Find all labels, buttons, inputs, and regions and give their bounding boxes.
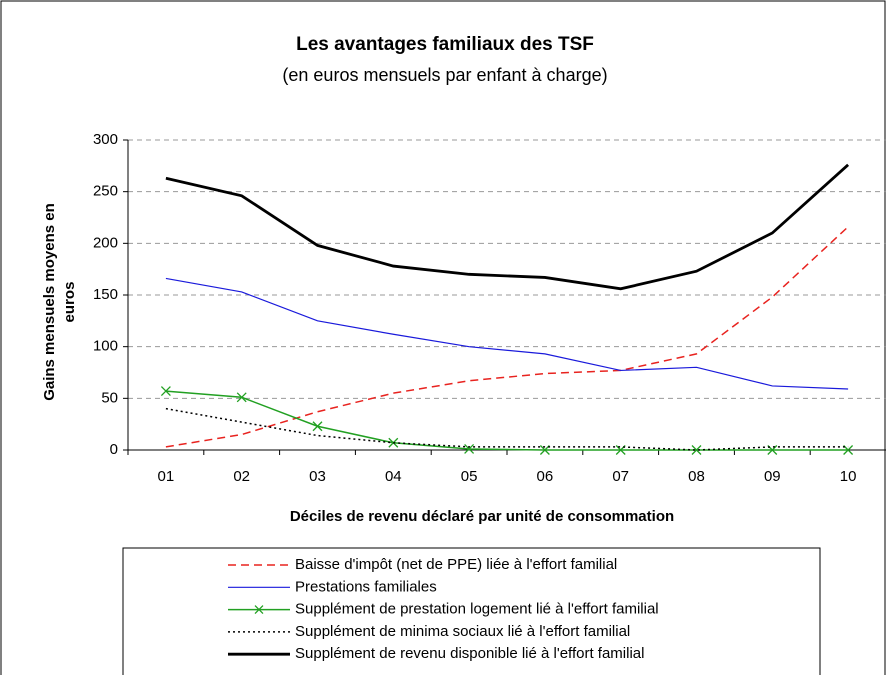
y-axis-label: Gains mensuels moyens en euros xyxy=(41,203,78,401)
chart-title: Les avantages familiaux des TSF xyxy=(296,34,594,55)
series-line xyxy=(165,407,849,451)
point-marker xyxy=(464,444,475,454)
x-tick-label: 10 xyxy=(840,468,857,485)
point-marker xyxy=(843,445,854,455)
x-tick-label: 07 xyxy=(612,468,629,485)
x-tick-label: 08 xyxy=(688,468,705,485)
series-line xyxy=(165,226,849,448)
y-tick-label: 50 xyxy=(101,389,118,406)
legend-label: Prestations familiales xyxy=(295,578,437,595)
point-marker xyxy=(236,392,247,403)
y-tick-label: 200 xyxy=(93,234,118,251)
series-line xyxy=(165,390,849,451)
legend-label: Baisse d'impôt (net de PPE) liée à l'eff… xyxy=(295,556,617,573)
series-line xyxy=(165,163,850,291)
x-tick-label: 03 xyxy=(309,468,326,485)
x-tick-label: 01 xyxy=(158,468,175,485)
legend-marker xyxy=(254,605,264,615)
x-tick-label: 05 xyxy=(461,468,478,485)
y-tick-label: 0 xyxy=(110,441,118,458)
point-marker xyxy=(691,445,702,455)
series-line xyxy=(165,277,849,390)
legend-label: Supplément de prestation logement lié à … xyxy=(295,601,659,618)
x-tick-label: 06 xyxy=(537,468,554,485)
x-tick-label: 04 xyxy=(385,468,402,485)
point-marker xyxy=(539,445,550,455)
point-marker xyxy=(160,386,171,397)
chart-subtitle: (en euros mensuels par enfant à charge) xyxy=(282,65,607,85)
y-tick-label: 150 xyxy=(93,286,118,303)
y-tick-label: 100 xyxy=(93,338,118,355)
x-tick-label: 02 xyxy=(233,468,250,485)
legend-label: Supplément de minima sociaux lié à l'eff… xyxy=(295,623,630,640)
point-marker xyxy=(312,421,323,432)
x-axis-label: Déciles de revenu déclaré par unité de c… xyxy=(290,508,674,525)
y-tick-label: 300 xyxy=(93,131,118,148)
legend-label: Supplément de revenu disponible lié à l'… xyxy=(295,645,644,662)
x-tick-label: 09 xyxy=(764,468,781,485)
y-tick-label: 250 xyxy=(93,183,118,200)
